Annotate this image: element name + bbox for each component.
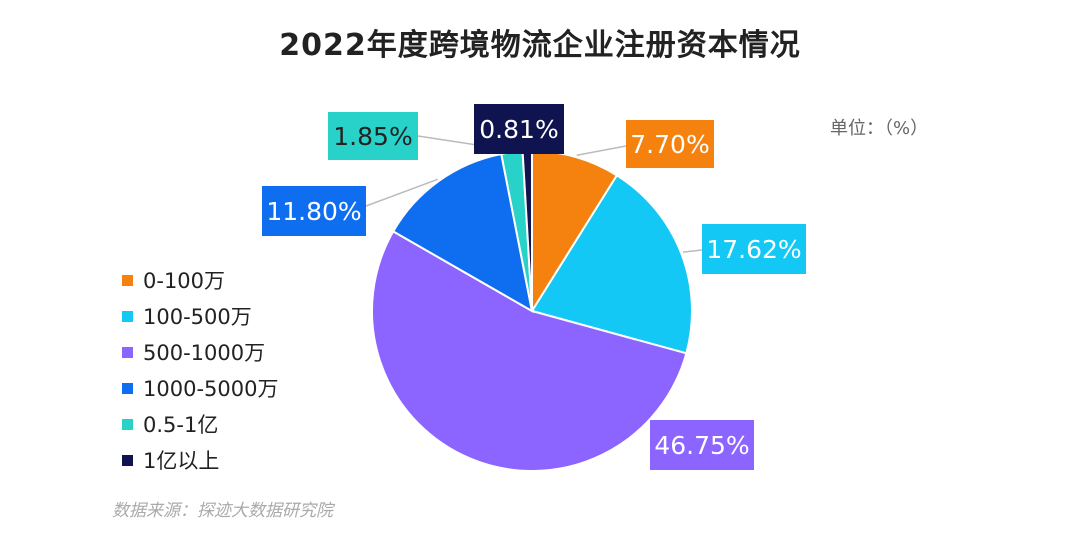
pie-slice bbox=[391, 152, 534, 313]
data-label: 46.75% bbox=[654, 431, 749, 460]
leader-line bbox=[682, 249, 703, 253]
leader-line bbox=[576, 145, 627, 157]
legend-label: 0-100万 bbox=[143, 269, 226, 293]
legend-label: 100-500万 bbox=[143, 305, 252, 329]
pie-slices bbox=[371, 149, 693, 472]
chart-title: 2022年度跨境物流企业注册资本情况 bbox=[279, 28, 801, 63]
legend-item: 500-1000万 bbox=[122, 334, 278, 370]
legend-label: 1000-5000万 bbox=[143, 377, 279, 401]
leader-line bbox=[365, 178, 438, 207]
legend-item: 0.5-1亿 bbox=[122, 406, 278, 442]
pie-slice bbox=[371, 230, 688, 472]
data-label: 17.62% bbox=[706, 235, 801, 264]
data-label-box bbox=[328, 112, 418, 160]
data-label: 11.80% bbox=[266, 197, 361, 226]
data-labels: 7.70% 17.62% 46.75% 11.80% 1.85% 0.81% bbox=[262, 104, 806, 470]
legend-swatch bbox=[122, 418, 133, 430]
legend-label: 0.5-1亿 bbox=[143, 413, 219, 437]
pie-slice bbox=[530, 173, 693, 355]
legend-swatch bbox=[122, 310, 133, 322]
unit-label: 单位：（%） bbox=[830, 118, 929, 139]
legend-item: 1000-5000万 bbox=[122, 370, 278, 406]
legend-swatch bbox=[122, 382, 133, 394]
legend-swatch bbox=[122, 454, 133, 466]
data-label-box bbox=[474, 104, 564, 154]
legend-swatch bbox=[122, 274, 133, 286]
data-label-box bbox=[262, 186, 366, 236]
legend-item: 100-500万 bbox=[122, 298, 278, 334]
data-label: 7.70% bbox=[630, 130, 709, 159]
data-label-box bbox=[626, 120, 714, 168]
legend-item: 0-100万 bbox=[122, 262, 278, 298]
data-label: 0.81% bbox=[479, 115, 558, 144]
legend-item: 1亿以上 bbox=[122, 442, 278, 478]
legend-label: 500-1000万 bbox=[143, 341, 266, 365]
source-label: 数据来源：探迹大数据研究院 bbox=[112, 501, 333, 521]
legend: 0-100万 100-500万 500-1000万 1000-5000万 0.5… bbox=[122, 262, 278, 478]
data-label: 1.85% bbox=[333, 122, 412, 151]
data-label-box bbox=[702, 224, 806, 274]
legend-swatch bbox=[122, 346, 133, 358]
data-label-box bbox=[650, 420, 754, 470]
legend-label: 1亿以上 bbox=[143, 449, 220, 473]
